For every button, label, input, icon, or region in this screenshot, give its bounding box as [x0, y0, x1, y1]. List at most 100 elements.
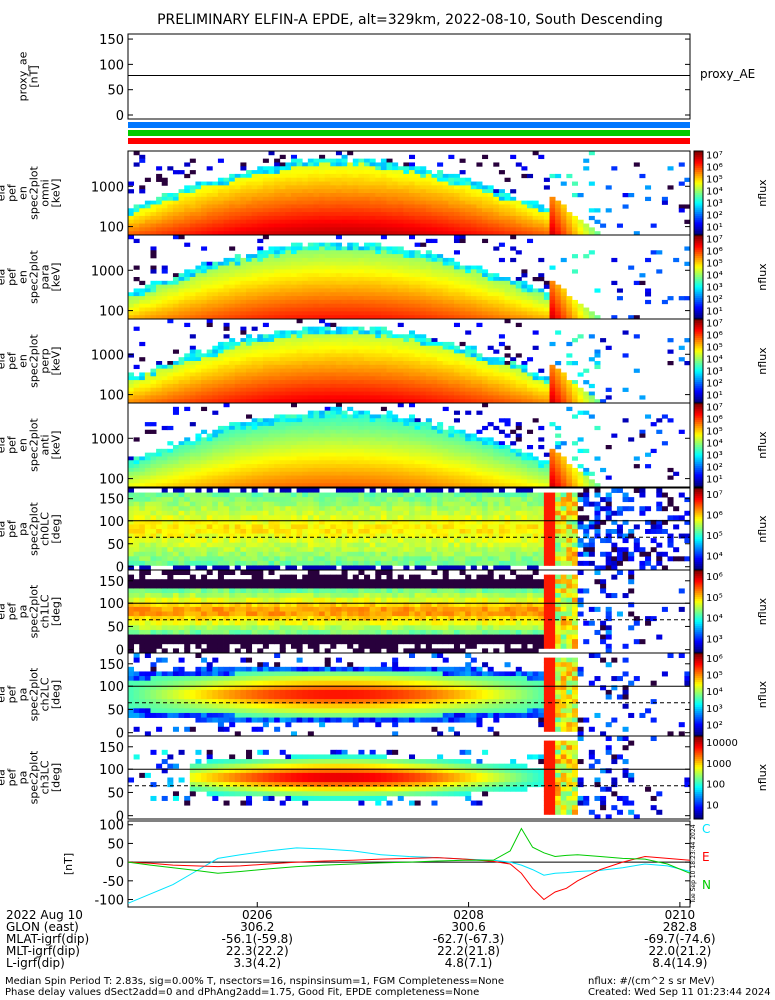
- omni-cell: [274, 204, 281, 209]
- para-cell: [217, 315, 224, 320]
- omni-cell: [521, 223, 528, 228]
- omni-cell: [386, 215, 393, 221]
- perp-cell: [375, 361, 382, 366]
- omni-cell: [532, 212, 539, 217]
- omni-cell: [420, 185, 427, 190]
- omni-cell: [459, 200, 466, 205]
- omni-cell: [358, 204, 365, 209]
- anti-cell: [195, 437, 202, 442]
- para-cell: [543, 311, 550, 316]
- omni-cell: [324, 215, 331, 221]
- omni-cell: [313, 158, 320, 163]
- omni-cell: [577, 219, 584, 224]
- perp-cell: [307, 391, 314, 396]
- para-cell: [172, 235, 179, 240]
- anti-cell: [403, 445, 410, 450]
- perp-cell: [482, 364, 489, 370]
- omni-cell: [268, 170, 275, 175]
- omni-cell: [409, 212, 416, 217]
- anti-cell: [268, 452, 275, 457]
- omni-cell: [347, 166, 354, 171]
- perp-cell: [279, 361, 286, 366]
- perp-cell: [302, 349, 309, 354]
- para-cell: [319, 303, 326, 308]
- anti-cell: [352, 452, 359, 457]
- para-cell: [251, 277, 258, 282]
- omni-cell: [498, 170, 505, 175]
- para-cell: [470, 292, 477, 297]
- omni-cell: [246, 196, 253, 202]
- perp-cell: [369, 330, 376, 335]
- omni-cell: [583, 158, 590, 163]
- omni-cell: [341, 154, 348, 160]
- omni-cell: [358, 215, 365, 221]
- anti-cell: [279, 425, 286, 431]
- perp-cell: [577, 334, 584, 339]
- omni-cell: [307, 227, 314, 232]
- para-cell: [150, 311, 157, 316]
- omni-cell: [403, 196, 410, 202]
- omni-cell: [476, 196, 483, 202]
- perp-cell: [335, 349, 342, 354]
- perp-cell: [246, 345, 253, 350]
- anti-cell: [409, 414, 416, 419]
- anti-cell: [369, 467, 376, 473]
- para-cell: [184, 307, 191, 312]
- perp-cell: [234, 357, 241, 362]
- perp-cell: [487, 380, 494, 385]
- para-cell: [358, 254, 365, 259]
- para-cell: [313, 273, 320, 278]
- omni-colorbar-cell: [694, 193, 703, 196]
- anti-cell: [420, 441, 427, 446]
- perp-cell: [380, 338, 387, 343]
- anti-cell: [302, 437, 309, 442]
- perp-cell: [290, 387, 297, 392]
- para-cell: [195, 315, 202, 320]
- perp-cell: [268, 338, 275, 343]
- anti-cell: [150, 452, 157, 457]
- omni-cell: [206, 212, 213, 217]
- perp-cell: [229, 357, 236, 362]
- omni-cell: [352, 200, 359, 205]
- perp-cell: [189, 380, 196, 385]
- perp-cell: [409, 387, 416, 392]
- anti-cell: [386, 414, 393, 419]
- perp-cell: [431, 380, 438, 385]
- anti-cell: [290, 464, 297, 469]
- omni-cell: [347, 208, 354, 213]
- anti-cell: [397, 422, 404, 427]
- perp-cell: [335, 395, 342, 400]
- para-cell: [409, 257, 416, 263]
- para-cell: [319, 307, 326, 312]
- para-cell: [583, 311, 590, 316]
- omni-cell: [487, 185, 494, 190]
- para-cell: [133, 265, 140, 270]
- omni-cell: [296, 223, 303, 228]
- para-cell: [409, 235, 416, 240]
- anti-cell: [290, 418, 297, 423]
- anti-cell: [425, 460, 432, 465]
- para-cell: [364, 277, 371, 282]
- perp-cell: [189, 361, 196, 366]
- para-cell: [296, 311, 303, 316]
- para-cell: [234, 303, 241, 308]
- perp-cell: [206, 391, 213, 396]
- anti-cell: [375, 433, 382, 438]
- omni-cell: [425, 185, 432, 190]
- perp-cell: [510, 380, 517, 385]
- anti-cell: [246, 445, 253, 450]
- omni-cell: [364, 193, 371, 198]
- omni-cell: [285, 193, 292, 198]
- anti-cell: [161, 471, 168, 476]
- omni-cell: [504, 200, 511, 205]
- perp-cell: [420, 383, 427, 389]
- para-cell: [386, 250, 393, 255]
- perp-cell: [397, 376, 404, 381]
- omni-cell: [538, 212, 545, 217]
- para-cell: [403, 257, 410, 263]
- omni-cell: [347, 231, 354, 236]
- omni-cell: [375, 212, 382, 217]
- omni-cell: [324, 227, 331, 232]
